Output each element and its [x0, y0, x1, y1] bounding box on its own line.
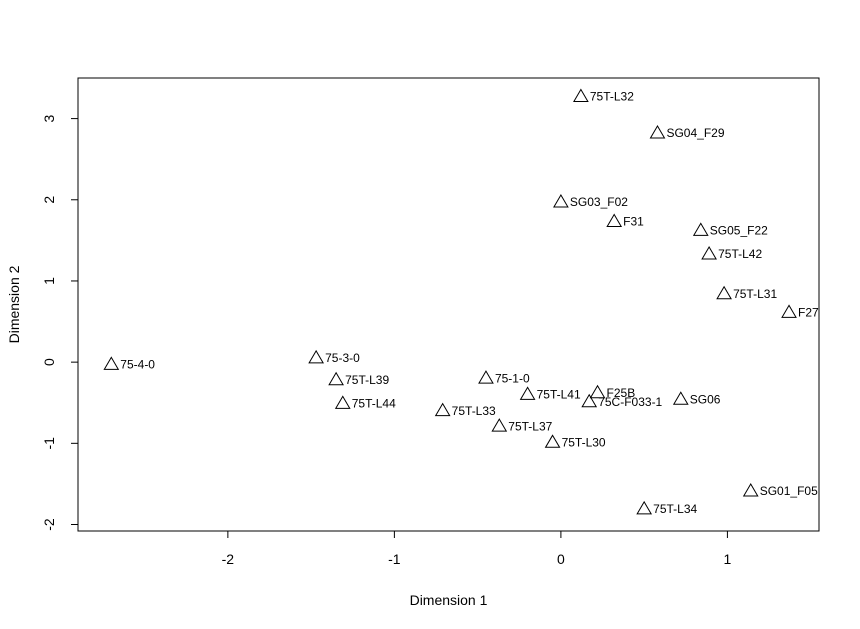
data-point-label: 75T-L39 [345, 373, 389, 387]
data-point-label: SG06 [690, 392, 721, 406]
data-point-label: 75T-L30 [562, 436, 606, 450]
data-point-marker [491, 418, 508, 432]
x-tick-label: -2 [222, 551, 235, 567]
data-point-marker [334, 395, 351, 409]
data-point-label: 75-1-0 [495, 371, 530, 385]
data-point-label: 75-4-0 [120, 358, 155, 372]
data-point-label: F27 [798, 306, 819, 320]
data-point-marker [589, 384, 606, 399]
data-point-label: SG03_F02 [570, 195, 628, 209]
y-axis: -2 -1 0 1 2 3 [41, 114, 78, 531]
x-axis: -2 -1 0 1 [222, 531, 732, 567]
data-point-marker [581, 393, 598, 408]
data-point-label: 75T-L32 [590, 90, 634, 104]
data-point-label: 75-3-0 [325, 351, 360, 365]
y-tick-label: 3 [41, 114, 57, 122]
data-point-marker [649, 125, 666, 139]
data-point-label: SG01_F05 [760, 484, 818, 498]
data-point-marker [553, 194, 569, 208]
data-point-label: 75T-L37 [508, 419, 552, 433]
data-point-label: 75T-L42 [718, 247, 762, 261]
data-point-marker [636, 500, 653, 515]
y-tick-label: 0 [41, 358, 57, 366]
plot-frame [77, 77, 820, 532]
x-tick-label: 1 [724, 551, 732, 567]
data-point-label: SG04_F29 [666, 126, 724, 140]
data-point-label: 75T-L34 [653, 502, 697, 516]
x-tick-label: -1 [388, 551, 401, 567]
data-point-label: 75C-F033-1 [598, 395, 662, 409]
data-point-marker [478, 370, 494, 384]
data-point-marker [434, 402, 451, 417]
data-point-label: F31 [623, 215, 644, 229]
data-point-marker [672, 391, 689, 405]
data-point-marker [692, 222, 709, 236]
data-points: 75T-L32 SG04_F29 SG03_F02 F31 SG05_F22 75T-L4… [103, 88, 819, 516]
data-point-marker [781, 304, 797, 318]
data-point-marker [544, 434, 561, 448]
y-tick-label: 1 [41, 277, 57, 285]
y-tick-label: 2 [41, 196, 57, 204]
data-point-label: 75T-L33 [452, 404, 496, 418]
data-point-marker [519, 386, 536, 400]
x-axis-title: Dimension 1 [410, 592, 488, 608]
data-point-marker [716, 285, 732, 300]
data-point-marker [103, 356, 120, 370]
data-point-label: 75T-L44 [352, 397, 396, 411]
y-axis-title: Dimension 2 [6, 265, 22, 343]
data-point-marker [742, 483, 759, 497]
data-point-marker [701, 245, 717, 260]
data-point-label: 75T-L31 [733, 287, 777, 301]
data-point-label: SG05_F22 [710, 224, 768, 238]
data-point-marker [606, 213, 623, 227]
data-point-marker [328, 371, 344, 386]
x-tick-label: 0 [557, 551, 565, 567]
data-point-marker [573, 88, 589, 102]
data-point-marker [308, 349, 324, 364]
data-point-label: 75T-L41 [537, 388, 581, 402]
y-tick-label: -1 [41, 437, 57, 450]
y-tick-label: -2 [41, 518, 57, 531]
data-point-label: F25B [607, 386, 636, 400]
